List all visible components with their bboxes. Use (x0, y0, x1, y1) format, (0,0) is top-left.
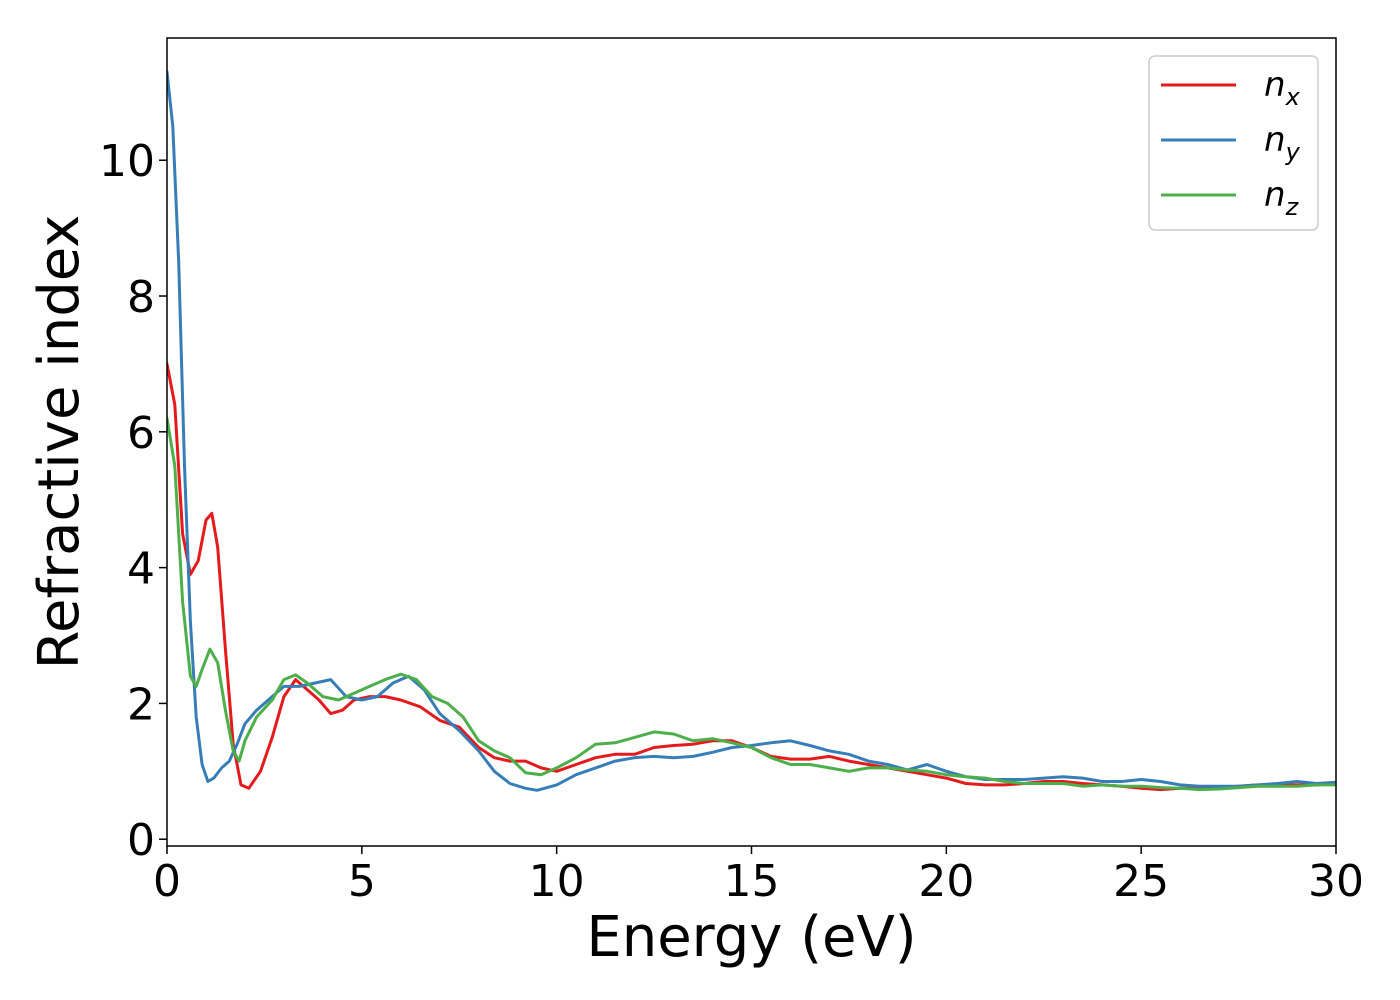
series-line-ny (167, 70, 1336, 792)
y-axis-title: Refractive index (27, 215, 92, 670)
y-tick-label: 0 (127, 815, 155, 866)
x-axis-title: Energy (eV) (586, 905, 916, 970)
x-tick-label: 10 (529, 856, 585, 907)
x-tick-label: 25 (1113, 856, 1169, 907)
ticks-layer: 0 5 10 15 20 25 30 0 2 4 6 8 10 (99, 136, 1364, 907)
series-line-nz (167, 416, 1336, 792)
x-tick-label: 5 (348, 856, 376, 907)
legend-label-ny: ny (1264, 120, 1301, 166)
series-layer (167, 70, 1336, 792)
x-tick-label: 15 (724, 856, 780, 907)
legend-entries: nx ny nz (1161, 65, 1301, 221)
x-tick-label: 20 (918, 856, 974, 907)
series-line-nx (167, 362, 1336, 792)
legend-label-nz: nz (1264, 175, 1300, 221)
y-tick-label: 10 (99, 136, 155, 187)
legend-label-nx: nx (1264, 65, 1301, 111)
legend-box (1148, 55, 1319, 231)
legend: nx ny nz (1148, 55, 1319, 231)
y-tick-label: 8 (127, 272, 155, 323)
y-tick-label: 2 (127, 679, 155, 730)
y-tick-label: 4 (127, 544, 155, 595)
y-tick-label: 6 (127, 408, 155, 459)
x-tick-label: 30 (1308, 856, 1364, 907)
x-tick-label: 0 (153, 856, 181, 907)
